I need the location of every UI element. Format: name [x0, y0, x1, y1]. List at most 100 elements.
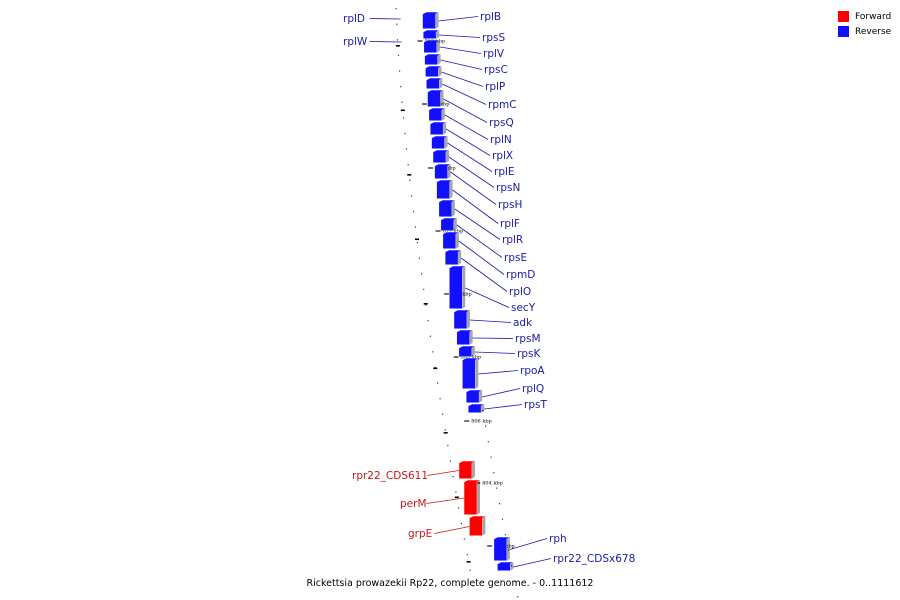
- tick-label: 808 kbp: [461, 355, 482, 361]
- minor-tick: [447, 444, 449, 447]
- minor-tick: [496, 487, 498, 489]
- gene-leader-rpmD: [458, 240, 505, 275]
- gene-label-rplV: rplV: [483, 48, 505, 60]
- minor-tick: [517, 596, 519, 598]
- minor-tick: [463, 538, 465, 540]
- minor-tick: [397, 54, 400, 57]
- forward-swatch: [838, 11, 849, 22]
- gene-label-rpsT: rpsT: [524, 399, 547, 411]
- gene-side: [481, 404, 485, 413]
- minor-tick: [482, 410, 484, 412]
- minor-tick: [429, 335, 432, 337]
- minor-tick: [405, 148, 408, 150]
- gene-label-secY: secY: [511, 302, 536, 314]
- gene-body: [449, 265, 467, 310]
- minor-tick: [396, 23, 398, 25]
- gene-label-rpsK: rpsK: [517, 348, 541, 360]
- gene-side: [436, 40, 440, 53]
- gene-leader-rpr22_CDS611: [427, 470, 460, 476]
- major-tick: [400, 109, 405, 112]
- gene-side: [437, 54, 441, 65]
- minor-tick: [412, 210, 415, 213]
- gene-body: [434, 163, 452, 180]
- minor-tick: [460, 522, 463, 525]
- gene-leader-rplX: [445, 128, 491, 156]
- gene-side: [506, 537, 510, 561]
- minor-tick: [432, 351, 434, 353]
- gene-leader-rpoA: [478, 370, 519, 375]
- minor-tick: [449, 460, 452, 462]
- legend-label-reverse: Reverse: [855, 26, 892, 37]
- gene-block-grpE: [469, 515, 487, 537]
- minor-tick: [439, 398, 441, 400]
- minor-tick: [395, 8, 397, 10]
- gene-block-rpsK: [458, 345, 476, 358]
- gene-leader-rplR: [454, 208, 501, 240]
- minor-tick: [423, 288, 425, 291]
- gene-body: [442, 231, 460, 250]
- gene-leader-rpsH: [450, 171, 497, 205]
- gene-label-rplQ: rplQ: [522, 383, 544, 395]
- gene-block-rplO: [444, 249, 462, 266]
- gene-label-rph: rph: [549, 533, 567, 545]
- minor-tick: [493, 472, 495, 474]
- gene-block-adk: [453, 309, 471, 330]
- gene-side: [475, 358, 479, 389]
- minor-tick: [442, 413, 444, 415]
- gene-label-rpr22_CDS611: rpr22_CDS611: [352, 470, 428, 482]
- gene-body: [440, 217, 458, 232]
- legend-item-reverse: Reverse: [838, 24, 891, 39]
- gene-leader-rpsM: [472, 337, 514, 339]
- minor-tick: [501, 518, 504, 520]
- gene-label-rpsE: rpsE: [504, 252, 527, 264]
- legend: Forward Reverse: [838, 9, 891, 39]
- gene-leader-rplP: [441, 71, 484, 87]
- gene-body: [456, 329, 474, 346]
- gene-label-rplB: rplB: [480, 11, 501, 23]
- minor-tick: [425, 304, 427, 306]
- gene-block-perM: [463, 479, 481, 516]
- gene-leader-rplW: [369, 41, 402, 43]
- gene-label-grpE: grpE: [408, 528, 432, 540]
- gene-block-rpmC: [426, 77, 444, 90]
- gene-side: [443, 122, 447, 135]
- minor-tick: [398, 70, 401, 72]
- gene-side: [510, 562, 514, 571]
- minor-tick: [409, 179, 411, 181]
- gene-label-rpsH: rpsH: [498, 199, 522, 211]
- gene-leader-rpsQ: [443, 98, 488, 123]
- gene-side: [466, 310, 470, 329]
- gene-side: [436, 30, 440, 39]
- minor-tick: [418, 257, 421, 259]
- tick-label: 812 kbp: [443, 229, 464, 235]
- gene-side: [471, 461, 475, 479]
- major-tick: [423, 303, 428, 305]
- tick-label: 804 kbp: [482, 481, 503, 487]
- gene-side: [453, 218, 457, 231]
- minor-tick: [411, 195, 413, 197]
- minor-tick: [420, 273, 423, 275]
- gene-body: [428, 107, 446, 122]
- minor-tick: [469, 569, 471, 571]
- gene-block-rph: [493, 536, 511, 562]
- minor-tick: [407, 164, 409, 166]
- gene-body: [465, 389, 483, 404]
- map-caption: Rickettsia prowazekii Rp22, complete gen…: [306, 578, 594, 589]
- gene-leader-rplQ: [482, 388, 521, 398]
- gene-body: [436, 179, 454, 200]
- gene-block-rpsE: [440, 217, 458, 232]
- gene-leader-rpsS: [439, 34, 481, 38]
- major-tick: [415, 238, 419, 241]
- gene-body: [444, 249, 462, 266]
- gene-block-rpsC: [424, 53, 442, 66]
- gene-block-rplR: [438, 199, 456, 218]
- gene-body: [493, 536, 511, 562]
- gene-side: [455, 232, 459, 249]
- minor-tick: [504, 534, 507, 536]
- gene-block-rpsS: [422, 29, 440, 40]
- gene-label-rpsS: rpsS: [482, 32, 505, 44]
- gene-block-rplF: [436, 179, 454, 200]
- gene-label-rplO: rplO: [509, 286, 531, 298]
- gene-leader-rpsK: [474, 351, 516, 354]
